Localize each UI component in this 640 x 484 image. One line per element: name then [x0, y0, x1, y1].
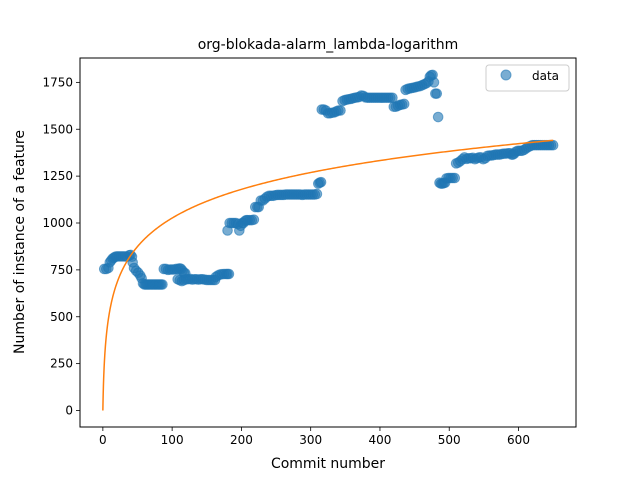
data-point — [431, 88, 443, 99]
y-axis-label: Number of instance of a feature — [12, 130, 28, 354]
x-axis-label: Commit number — [271, 456, 385, 472]
y-axis: 0 250 500 750 1000 1250 1500 1750 — [42, 75, 80, 418]
data-point — [547, 139, 559, 151]
fit-line — [102, 139, 554, 411]
chart-title: org-blokada-alarm_lambda-logarithm — [198, 37, 459, 53]
legend: data — [485, 64, 570, 92]
data-point — [248, 214, 260, 225]
data-point — [398, 98, 410, 110]
y-tick-label: 1500 — [42, 122, 73, 136]
axes-frame — [79, 57, 577, 428]
x-tick-label: 400 — [369, 433, 392, 447]
data-point — [428, 77, 440, 88]
data-point — [311, 188, 323, 200]
data-point — [432, 111, 444, 123]
data-point — [223, 268, 235, 280]
y-tick-label: 1750 — [42, 75, 73, 89]
y-tick-label: 750 — [50, 263, 73, 277]
y-tick-label: 1250 — [42, 169, 73, 183]
legend-label-data: data — [532, 69, 559, 83]
x-tick-label: 600 — [507, 433, 530, 447]
legend-marker-data — [500, 69, 512, 81]
data-point — [335, 105, 346, 116]
x-tick-label: 0 — [99, 433, 107, 447]
x-axis: 0 100 200 300 400 500 600 — [99, 427, 530, 447]
y-tick-label: 250 — [50, 357, 73, 371]
y-tick-label: 0 — [65, 404, 73, 418]
y-tick-label: 500 — [50, 310, 73, 324]
x-tick-label: 300 — [299, 433, 322, 447]
data-point — [449, 172, 461, 184]
y-tick-label: 1000 — [42, 216, 73, 230]
data-point — [157, 279, 168, 290]
x-tick-label: 500 — [438, 433, 461, 447]
x-tick-label: 200 — [230, 433, 253, 447]
data-point — [315, 176, 327, 188]
x-tick-label: 100 — [161, 433, 184, 447]
plot-area — [98, 69, 559, 411]
